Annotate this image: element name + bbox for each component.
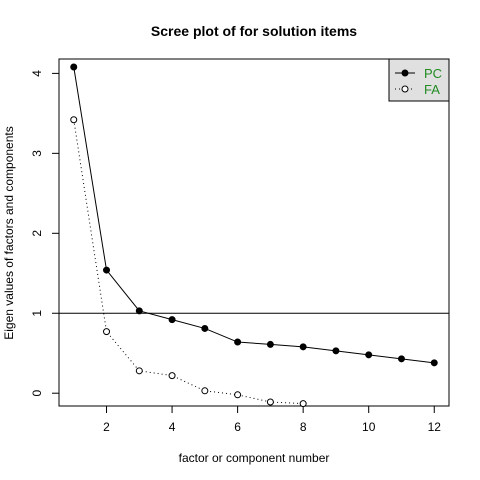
- series-line-pc: [73, 66, 435, 364]
- point-pc-3: [135, 307, 143, 315]
- legend-marker-pc: [401, 69, 409, 77]
- point-fa-6: [234, 391, 242, 399]
- x-tick-label-1: 4: [169, 420, 176, 434]
- y-tick-label-0: 0: [30, 390, 44, 397]
- x-tick-label-2: 6: [234, 420, 241, 434]
- point-pc-4: [168, 316, 176, 324]
- point-fa-8: [299, 400, 307, 408]
- point-pc-8: [299, 343, 307, 351]
- y-axis-label: Eigen values of factors and components: [2, 126, 16, 339]
- legend-label-pc: PC: [424, 66, 442, 81]
- point-fa-1: [70, 116, 78, 124]
- x-tick-label-3: 8: [300, 420, 307, 434]
- chart-title: Scree plot of for solution items: [151, 23, 357, 39]
- x-axis-label: factor or component number: [179, 451, 330, 465]
- point-pc-6: [234, 338, 242, 346]
- point-pc-9: [332, 347, 340, 355]
- point-fa-2: [103, 328, 111, 336]
- point-pc-1: [70, 63, 78, 71]
- y-tick-label-3: 3: [30, 150, 44, 157]
- point-pc-2: [103, 266, 111, 274]
- point-pc-7: [266, 340, 274, 348]
- plot-frame: [58, 58, 450, 407]
- legend-label-fa: FA: [424, 82, 440, 97]
- point-fa-5: [201, 387, 209, 395]
- point-fa-3: [135, 367, 143, 375]
- y-tick-label-1: 1: [30, 310, 44, 317]
- point-pc-11: [397, 355, 405, 363]
- x-tick-label-0: 2: [103, 420, 110, 434]
- legend-box: [388, 58, 450, 102]
- point-pc-5: [201, 324, 209, 332]
- series-line-fa: [73, 119, 304, 405]
- series-layer: [70, 63, 438, 408]
- point-fa-7: [266, 398, 274, 406]
- legend-marker-fa: [401, 85, 409, 93]
- y-tick-label-4: 4: [30, 70, 44, 77]
- x-axis: 2 4 6 8 10 12: [103, 405, 442, 434]
- point-fa-4: [168, 372, 176, 380]
- point-pc-12: [430, 359, 438, 367]
- x-tick-label-5: 12: [428, 420, 442, 434]
- y-tick-label-2: 2: [30, 230, 44, 237]
- x-tick-label-4: 10: [362, 420, 376, 434]
- point-pc-10: [365, 351, 373, 359]
- y-axis: 0 1 2 3 4: [30, 70, 60, 397]
